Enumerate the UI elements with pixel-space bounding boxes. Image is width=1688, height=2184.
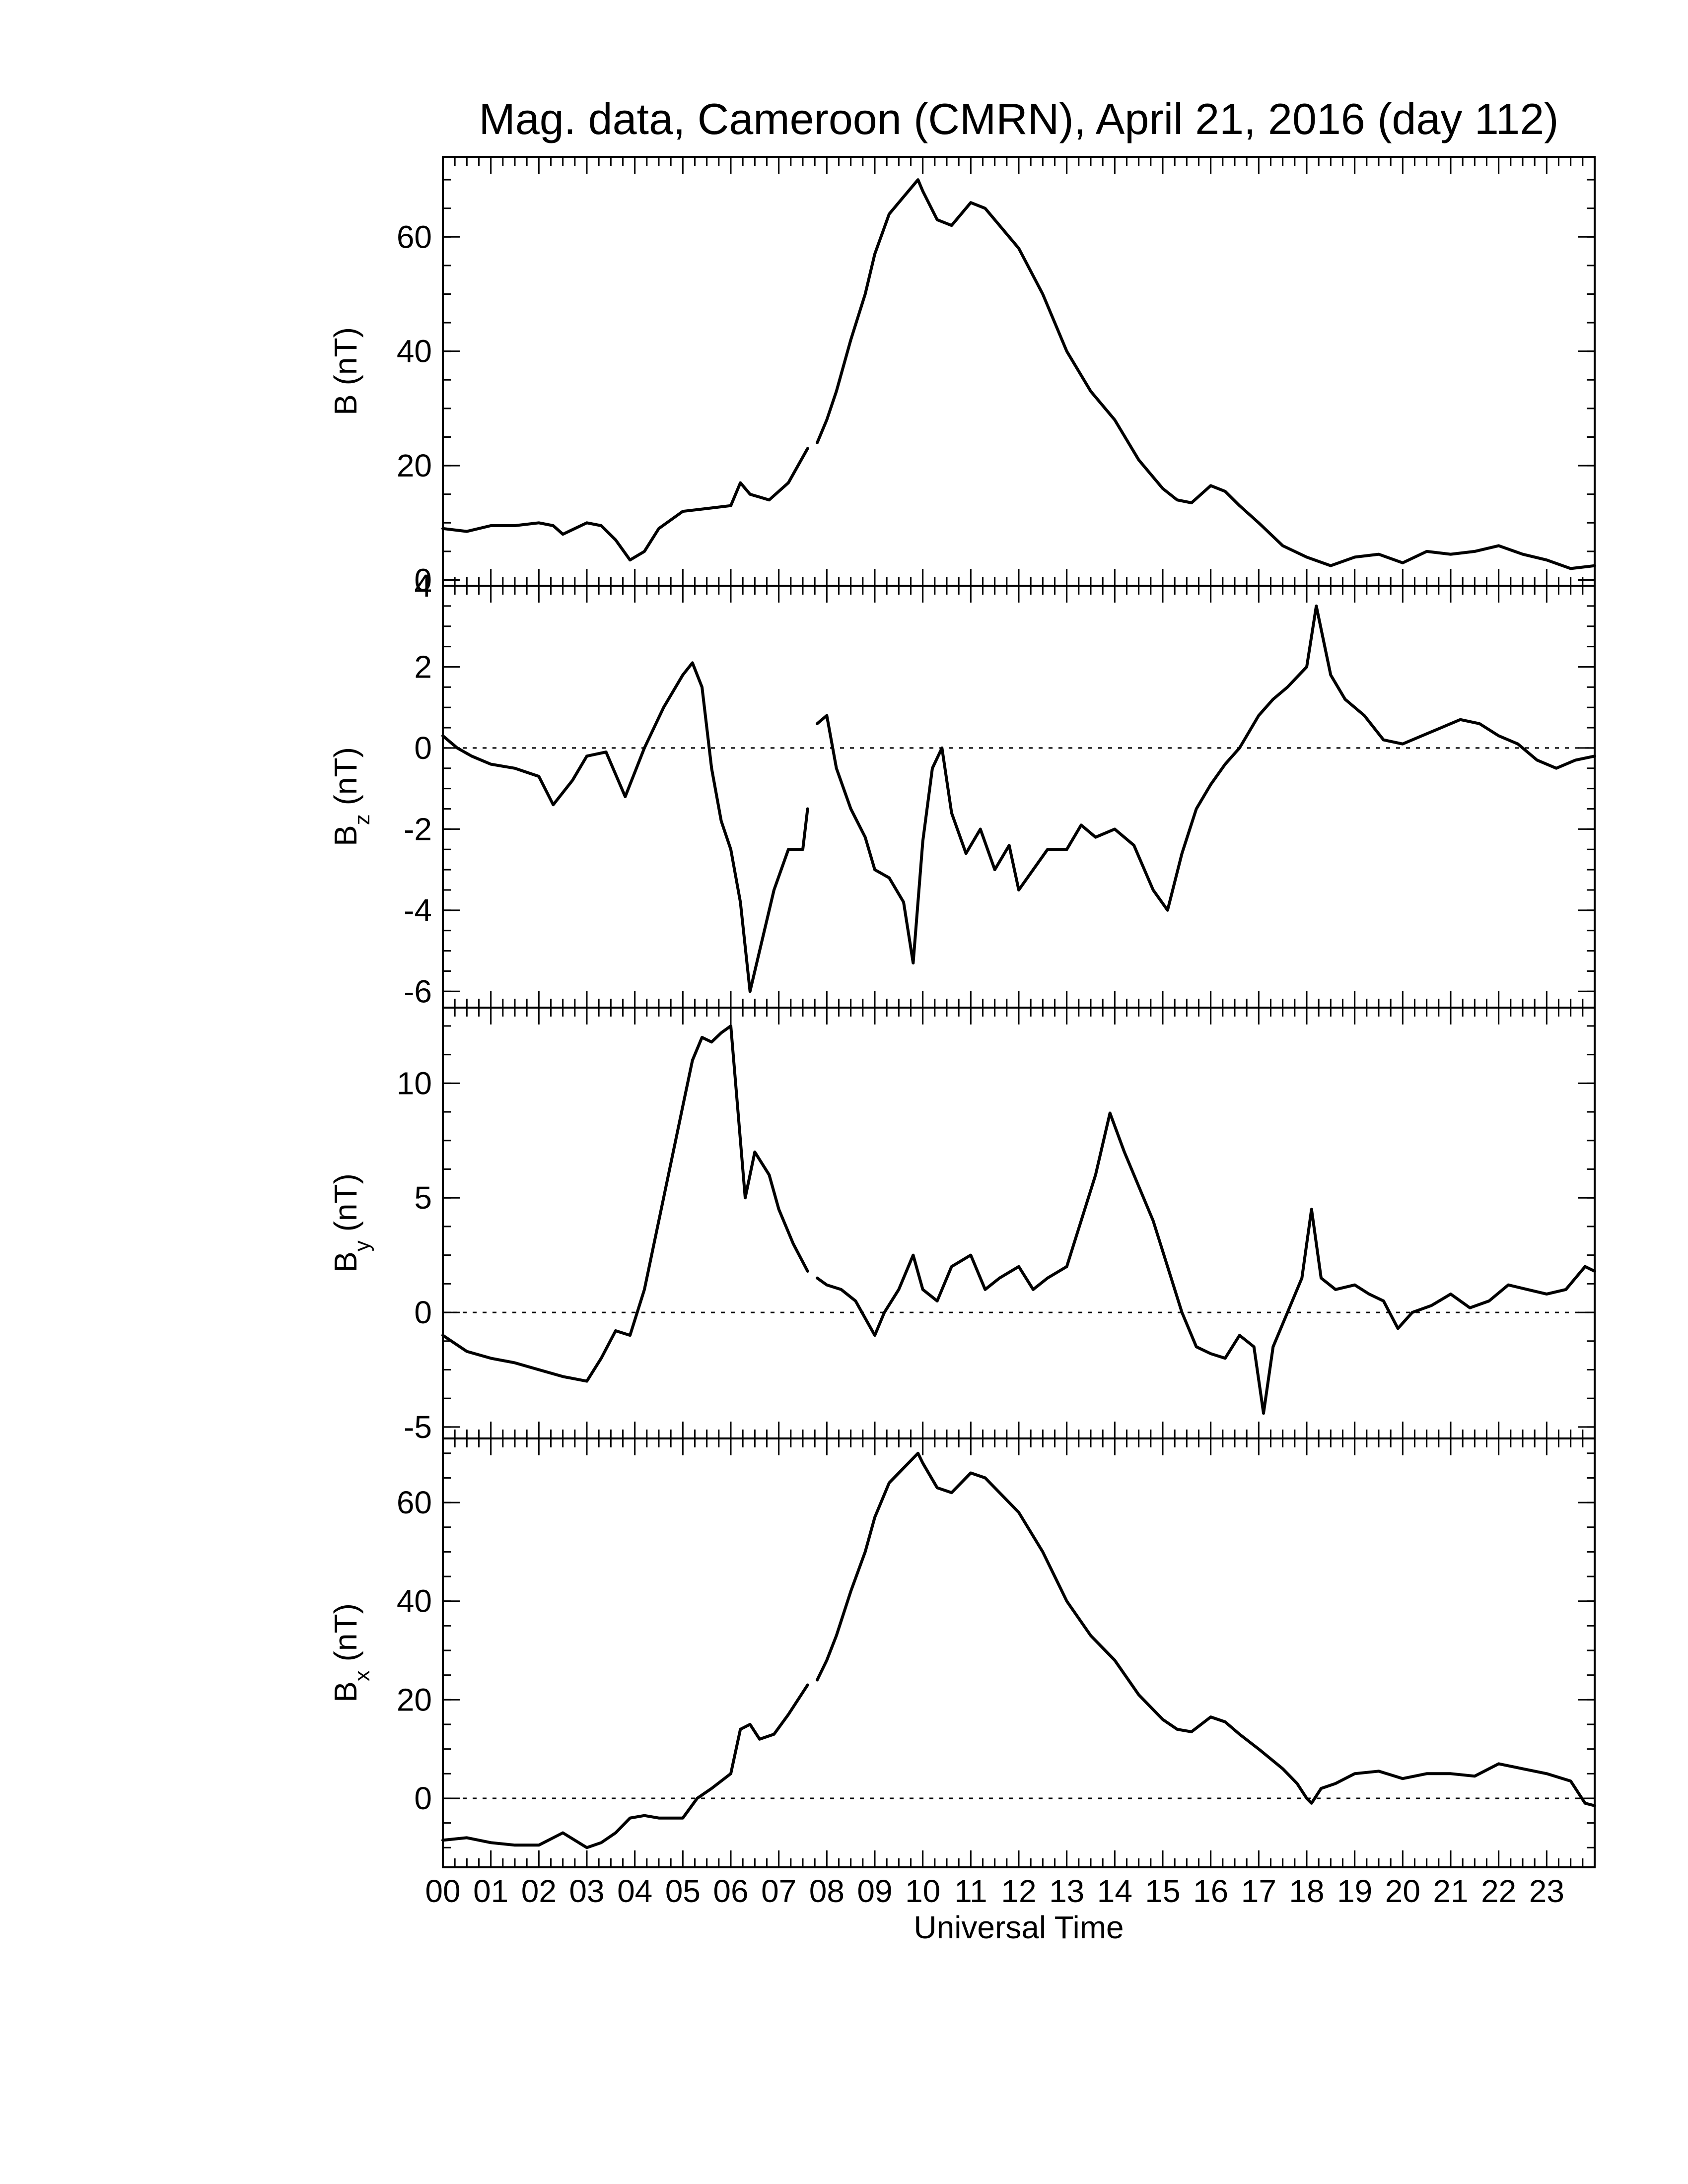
x-tick-label: 18	[1289, 1873, 1324, 1909]
y-axis-label-Bx: Bx (nT)	[328, 1603, 374, 1703]
y-tick-label: 5	[414, 1180, 432, 1216]
x-tick-label: 20	[1385, 1873, 1420, 1909]
panel-frame-By	[442, 1007, 1596, 1439]
x-tick-labels: 00 01 02 03 04 05 06 07 08 09 10 11 12 13 14 15 16 17 18 19…	[425, 1873, 1564, 1909]
panel-Bz: -6 -4 -2 0 2 4 Bz (nT)	[328, 568, 1596, 1009]
y-tick-label: 0	[414, 1780, 432, 1816]
y-axis-label-main: B	[328, 1681, 363, 1703]
y-tick-label: 4	[414, 568, 432, 604]
y-tick-label: 40	[397, 334, 432, 369]
panel-B: 0 20 40 60 B (nT)	[328, 156, 1596, 598]
y-tick-label: 0	[414, 1295, 432, 1330]
y-tick-label: -2	[404, 811, 432, 847]
x-tick-label: 22	[1481, 1873, 1516, 1909]
y-axis-label-unit: (nT)	[328, 1173, 363, 1240]
x-tick-label: 14	[1097, 1873, 1132, 1909]
series-line-Bx-1	[816, 1451, 1596, 1807]
y-tick-label: 40	[397, 1583, 432, 1619]
series-line-Bz-1	[816, 604, 1596, 965]
y-axis-label-main: B	[328, 1251, 363, 1273]
x-axis-label: Universal Time	[914, 1910, 1124, 1945]
y-tick-label: -5	[404, 1409, 432, 1445]
x-tick-label: 05	[665, 1873, 701, 1909]
y-axis-label-B: B (nT)	[328, 327, 363, 415]
y-tick-label: 60	[397, 219, 432, 255]
x-tick-label: 15	[1145, 1873, 1180, 1909]
x-tick-label: 00	[425, 1873, 460, 1909]
y-tick-label: 20	[397, 448, 432, 483]
chart-panels: 0 20 40 60 B (nT) -6 -4 -2 0 2 4 Bz (nT) -5 0 5 10 By (n…	[328, 156, 1596, 1868]
panel-frame-Bz	[442, 585, 1596, 1009]
x-tick-label: 19	[1337, 1873, 1372, 1909]
y-tick-label: 60	[397, 1485, 432, 1520]
x-tick-label: 08	[809, 1873, 844, 1909]
panel-By: -5 0 5 10 By (nT)	[328, 1007, 1596, 1445]
y-axis-label-subscript: y	[350, 1240, 374, 1251]
x-tick-label: 21	[1433, 1873, 1468, 1909]
x-tick-label: 17	[1241, 1873, 1276, 1909]
panel-frame-Bx	[442, 1437, 1596, 1868]
panel-frame-B	[442, 156, 1596, 587]
x-tick-label: 12	[1001, 1873, 1036, 1909]
y-tick-label: 20	[397, 1682, 432, 1717]
x-tick-label: 16	[1193, 1873, 1228, 1909]
x-tick-label: 23	[1529, 1873, 1564, 1909]
y-tick-label: -6	[404, 973, 432, 1009]
x-tick-label: 02	[521, 1873, 557, 1909]
series-line-Bz-0	[441, 661, 809, 993]
y-tick-label: 2	[414, 649, 432, 684]
series-line-By-0	[441, 1024, 809, 1383]
series-line-By-1	[816, 1111, 1596, 1415]
y-tick-label: 0	[414, 562, 432, 598]
y-tick-label: -4	[404, 892, 432, 928]
series-line-Bx-0	[441, 1683, 809, 1849]
series-line-B-1	[816, 178, 1596, 570]
chart-title: Mag. data, Cameroon (CMRN), April 21, 20…	[479, 94, 1559, 143]
x-tick-label: 10	[905, 1873, 940, 1909]
x-tick-label: 11	[954, 1873, 987, 1909]
panel-Bx: 0 20 40 60 Bx (nT)	[328, 1437, 1596, 1868]
x-tick-label: 13	[1049, 1873, 1084, 1909]
y-axis-label-unit: (nT)	[328, 747, 363, 814]
x-tick-label: 06	[713, 1873, 748, 1909]
y-axis-label-subscript: x	[350, 1670, 374, 1681]
x-minor-ticks-B	[442, 157, 1596, 586]
y-axis-label-main: B (nT)	[328, 327, 363, 415]
y-tick-label: 10	[397, 1065, 432, 1101]
x-tick-label: 01	[473, 1873, 508, 1909]
y-axis-label-By: By (nT)	[328, 1173, 374, 1273]
x-tick-label: 09	[857, 1873, 892, 1909]
x-minor-ticks-Bz	[442, 586, 1596, 1008]
x-minor-ticks-By	[442, 1008, 1596, 1438]
y-axis-label-main: B	[328, 825, 363, 846]
series-line-B-0	[441, 447, 809, 562]
x-tick-label: 07	[761, 1873, 796, 1909]
y-axis-label-subscript: z	[350, 814, 374, 825]
x-minor-ticks-Bx	[442, 1438, 1596, 1867]
y-axis-label-Bz: Bz (nT)	[328, 747, 374, 846]
x-tick-label: 03	[569, 1873, 604, 1909]
y-tick-label: 0	[414, 730, 432, 766]
x-tick-label: 04	[617, 1873, 652, 1909]
y-axis-label-unit: (nT)	[328, 1603, 363, 1670]
